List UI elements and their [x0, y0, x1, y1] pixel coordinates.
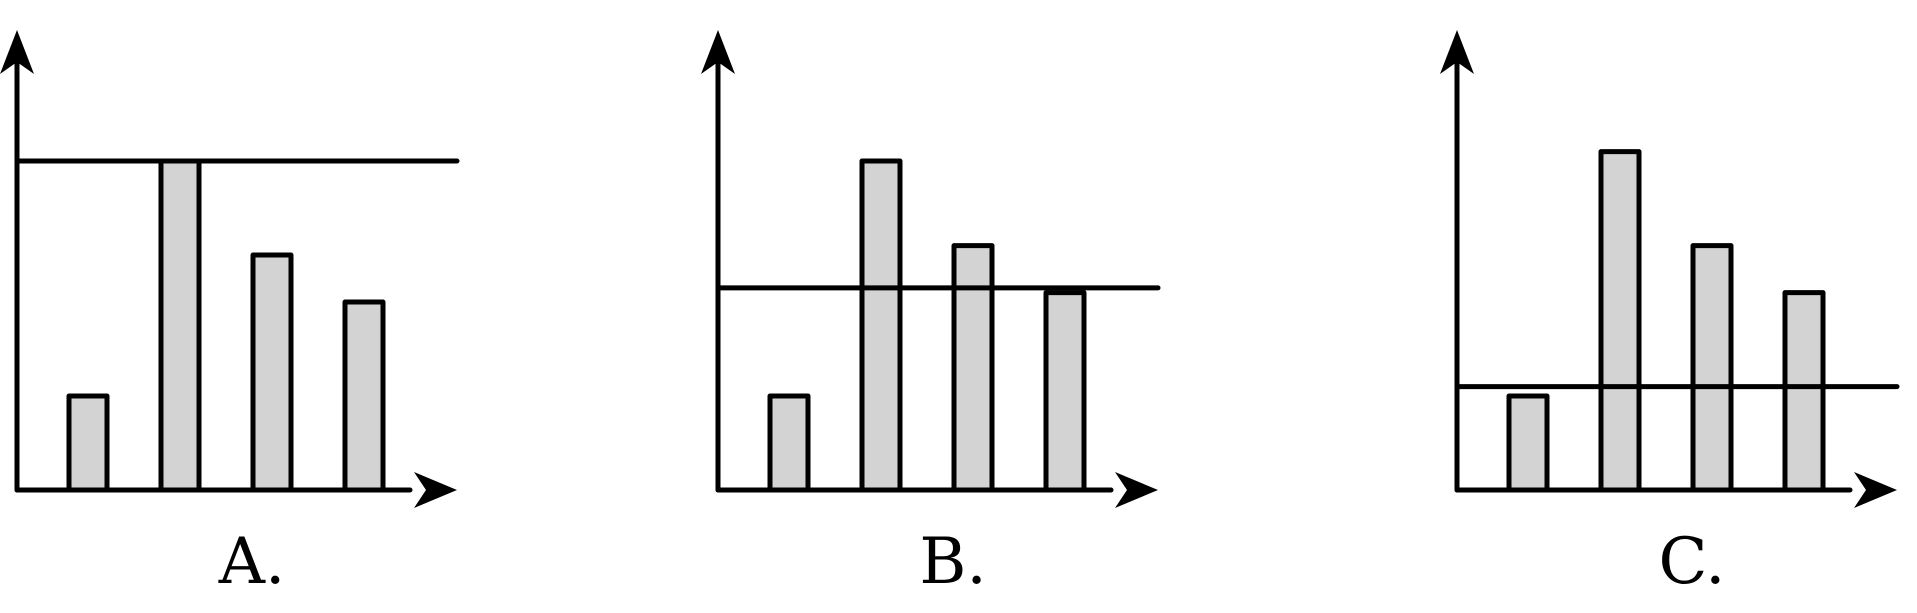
- bar-1: [66, 393, 110, 493]
- bar-4: [342, 299, 386, 493]
- bar-4: [1043, 290, 1087, 493]
- bar-3: [951, 243, 995, 493]
- bar-2: [158, 158, 202, 493]
- bar-1: [1506, 393, 1550, 493]
- chart-panel-3: C.: [1440, 30, 1900, 599]
- y-axis-arrowhead: [701, 30, 735, 74]
- x-axis-arrowhead: [1115, 472, 1158, 508]
- x-axis-arrowhead: [1854, 472, 1897, 508]
- option-label: C.: [1658, 525, 1725, 599]
- option-label: A.: [218, 525, 286, 599]
- bar-2: [859, 158, 903, 493]
- x-axis-arrowhead: [414, 472, 457, 508]
- chart-panel-2: B.: [701, 30, 1161, 599]
- option-label: B.: [919, 525, 986, 599]
- y-axis-arrowhead: [0, 30, 34, 74]
- bar-3: [1690, 243, 1734, 493]
- bar-2: [1598, 149, 1642, 493]
- bar-1: [767, 393, 811, 493]
- bar-3: [250, 252, 294, 493]
- bar-4: [1782, 290, 1826, 493]
- chart-panel-1: A.: [0, 30, 460, 599]
- y-axis-arrowhead: [1440, 30, 1474, 74]
